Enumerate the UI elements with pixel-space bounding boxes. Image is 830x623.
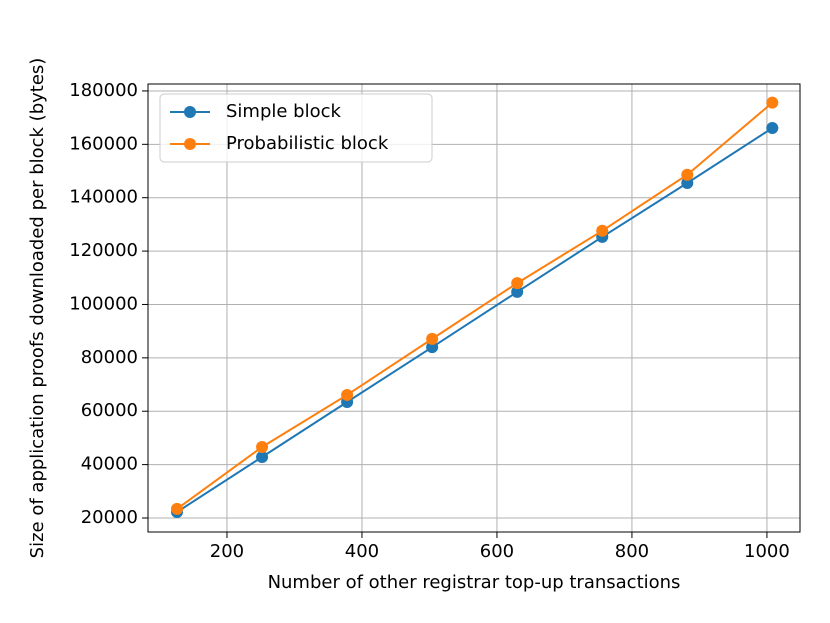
legend-label: Probabilistic block [226,133,389,154]
data-point [681,177,694,190]
legend-label: Simple block [226,101,342,122]
x-tick-label: 1000 [744,541,790,562]
x-tick-label: 200 [210,541,244,562]
data-point [766,96,779,109]
data-point [511,285,524,298]
y-axis-label: Size of application proofs downloaded pe… [27,58,48,559]
x-axis-label: Number of other registrar top-up transac… [268,572,681,593]
x-tick-label: 400 [345,541,379,562]
data-point [596,224,609,237]
y-tick-label: 60000 [81,400,138,421]
data-point [256,450,269,463]
y-tick-label: 120000 [69,240,138,261]
x-tick-label: 800 [615,541,649,562]
data-point [766,122,779,135]
y-tick-label: 100000 [69,293,138,314]
y-tick-label: 80000 [81,347,138,368]
series-line [176,101,773,510]
plot-frame [147,83,801,533]
y-tick-label: 160000 [69,133,138,154]
series-line [176,127,773,513]
data-point [426,341,439,354]
data-point [681,168,694,181]
data-point [511,277,524,290]
data-point [341,388,354,401]
data-point [171,502,184,515]
legend-marker [184,138,196,150]
x-tick-label: 600 [480,541,514,562]
y-tick-label: 140000 [69,187,138,208]
data-point [256,440,269,453]
y-tick-label: 20000 [81,507,138,528]
legend-box [159,93,433,163]
data-point [426,332,439,345]
legend-marker [184,106,196,118]
y-tick-label: 180000 [69,80,138,101]
y-tick-label: 40000 [81,454,138,475]
